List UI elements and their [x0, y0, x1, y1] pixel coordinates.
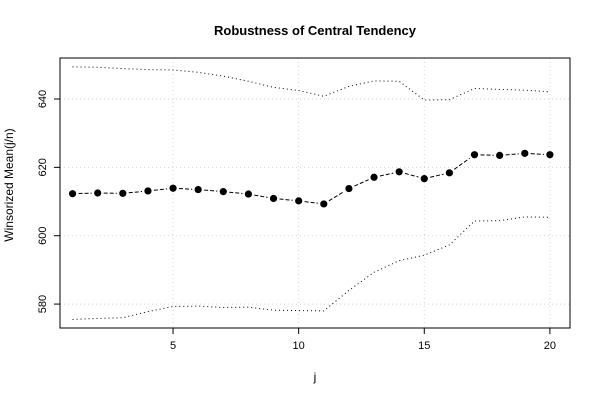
data-point — [144, 187, 152, 195]
series-layer — [68, 66, 554, 320]
series-segment-0 — [354, 179, 369, 187]
data-point — [370, 173, 378, 181]
series-segment-0 — [505, 153, 519, 156]
series-segment-0 — [229, 191, 243, 194]
data-point — [320, 200, 328, 208]
data-point — [119, 189, 127, 197]
data-point — [169, 184, 177, 192]
series-segment-0 — [279, 198, 293, 201]
x-axis-label: j — [313, 370, 317, 384]
series-segment-0 — [204, 189, 218, 192]
data-point — [194, 185, 202, 194]
series-segment-0 — [153, 188, 168, 191]
series-segment-0 — [128, 191, 143, 194]
x-tick-label: 5 — [170, 340, 176, 352]
data-point — [521, 149, 529, 157]
series-segment-0 — [328, 191, 345, 202]
data-point — [345, 184, 353, 193]
series-segment-0 — [453, 157, 470, 170]
y-axis: 580 600 620 640 — [37, 90, 60, 313]
y-tick-label: 600 — [37, 227, 49, 245]
y-tick-label: 620 — [37, 158, 49, 176]
data-point — [445, 169, 454, 177]
x-tick-label: 15 — [418, 340, 430, 352]
series-line-2 — [72, 216, 550, 320]
series-segment-0 — [404, 172, 419, 178]
series-segment-0 — [530, 153, 544, 155]
data-point — [420, 175, 428, 183]
y-axis-label: Winsorized Mean(j/n) — [2, 128, 16, 241]
data-point — [470, 151, 479, 159]
data-point — [68, 190, 77, 198]
data-point — [269, 194, 278, 203]
chart-title: Robustness of Central Tendency — [214, 23, 417, 38]
series-segment-0 — [304, 201, 318, 204]
y-tick-label: 580 — [37, 295, 49, 313]
series-segment-0 — [254, 194, 268, 198]
x-tick-label: 20 — [544, 340, 556, 352]
data-point — [295, 197, 303, 205]
data-point — [395, 168, 403, 176]
data-point — [496, 151, 504, 160]
x-tick-label: 10 — [293, 340, 305, 352]
series-segment-0 — [379, 172, 394, 177]
series-segment-0 — [430, 173, 444, 178]
data-point — [94, 189, 102, 197]
plot-frame — [59, 57, 571, 329]
series-segment-0 — [179, 188, 193, 190]
data-point — [219, 188, 227, 196]
data-point — [244, 190, 253, 198]
y-tick-label: 640 — [37, 90, 49, 108]
data-point — [546, 151, 554, 159]
x-axis: 5 10 15 20 — [170, 328, 556, 352]
grid — [60, 58, 570, 328]
series-line-1 — [72, 66, 550, 101]
